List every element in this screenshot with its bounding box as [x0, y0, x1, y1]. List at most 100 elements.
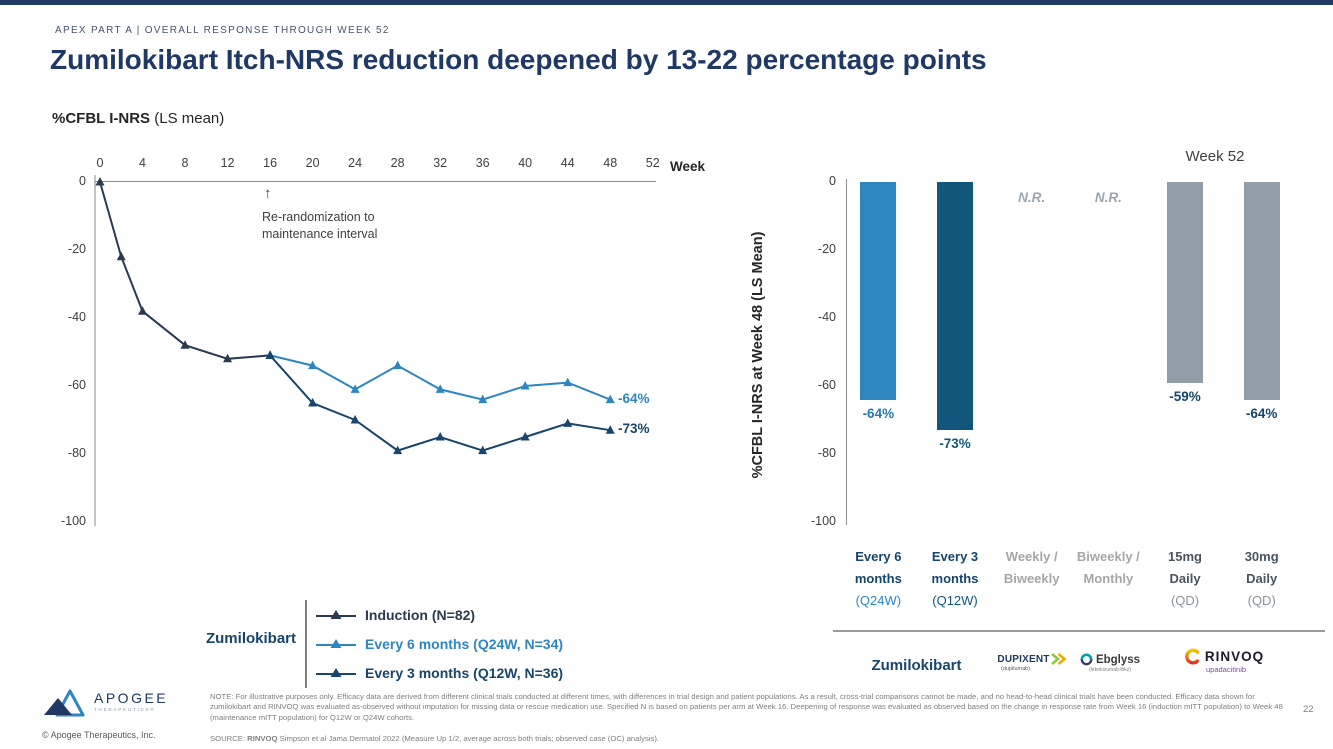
- category-label-line: Every 6: [855, 549, 902, 564]
- legend-marker-icon: [316, 638, 356, 648]
- source-text: SOURCE: RINVOQ Simpson et al Jama Dermat…: [210, 734, 659, 743]
- category-label-line: Biweekly: [1003, 571, 1060, 586]
- bar: [936, 182, 973, 431]
- ebglyss-wordmark: Ebglyss: [1095, 653, 1141, 666]
- line-chart-plot: [94, 175, 656, 526]
- annotation-line-1: Re-randomization to: [262, 210, 375, 224]
- bar-column: -59%: [1147, 182, 1224, 522]
- x-tick-label: 24: [348, 156, 363, 170]
- legend-divider: [305, 600, 307, 688]
- note-text: NOTE: For illustrative purposes only. Ef…: [210, 692, 1283, 722]
- bar-column: N.R.: [993, 182, 1070, 522]
- source-brand: RINVOQ: [247, 734, 278, 743]
- x-tick-label: 4: [139, 156, 146, 170]
- subtitle-qualifier: (LS mean): [150, 110, 225, 127]
- dupixent-generic-name: (dupilumab): [1001, 666, 1031, 672]
- x-tick-label: 0: [96, 156, 104, 170]
- dupixent-chevrons-icon: [1050, 653, 1067, 665]
- x-tick-label: 12: [220, 156, 235, 170]
- category-label-line: 15mg: [1168, 549, 1202, 564]
- page-number: 22: [1303, 704, 1314, 715]
- bar-column: -64%: [840, 182, 917, 522]
- legend-marker-icon: [316, 609, 356, 619]
- ebglyss-ring-icon: [1080, 653, 1093, 666]
- apogee-mountains-icon: [44, 689, 85, 717]
- legend-item-label: Every 3 months (Q12W, N=36): [365, 664, 564, 681]
- slide-kicker: APEX PART A | OVERALL RESPONSE THROUGH W…: [55, 25, 390, 36]
- y-tick-label: -60: [817, 378, 836, 392]
- bar: [860, 182, 897, 400]
- bar-chart-y-axis-title: %CFBL I-NRS at Week 48 (LS Mean): [750, 231, 766, 479]
- legend-item: Induction (N=82): [315, 600, 563, 629]
- bar-value-label: -73%: [939, 436, 971, 452]
- category-regimen-label: (Q12W): [932, 593, 978, 608]
- x-tick-label: 44: [560, 156, 575, 170]
- top-accent-bar: [0, 0, 1333, 5]
- y-tick-label: -60: [67, 378, 86, 392]
- legend-group-label: Zumilokibart: [205, 630, 296, 647]
- subtitle-metric: %CFBL I-NRS: [52, 110, 151, 127]
- brand-ebglyss: Ebglyss (lebrikizumab-lbkz): [1071, 653, 1149, 673]
- source-prefix: SOURCE:: [210, 734, 248, 743]
- category-label: Biweekly / Monthly: [1070, 546, 1147, 612]
- category-label-line: months: [854, 571, 902, 586]
- category-label: 30mg Daily (QD): [1223, 546, 1300, 612]
- x-tick-label: 32: [433, 156, 448, 170]
- legend-item: Every 3 months (Q12W, N=36): [315, 658, 563, 687]
- y-tick-label: 0: [79, 174, 86, 188]
- x-tick-label: 20: [305, 156, 320, 170]
- not-reported-label: N.R.: [1018, 190, 1046, 205]
- bar-column: -73%: [917, 182, 994, 522]
- y-tick-label: -100: [810, 514, 836, 528]
- x-tick-label: 48: [603, 156, 618, 170]
- bar: [1166, 182, 1203, 383]
- chart-subtitle: %CFBL I-NRS (LS mean): [52, 110, 224, 127]
- x-tick-label: 36: [475, 156, 490, 170]
- category-label-line: Monthly: [1083, 571, 1134, 586]
- legend-item-label: Every 6 months (Q24W, N=34): [365, 635, 564, 652]
- ebglyss-generic-name: (lebrikizumab-lbkz): [1089, 667, 1131, 673]
- series-end-value-label: -73%: [618, 421, 650, 437]
- category-label-line: Every 3: [931, 549, 979, 564]
- brand-zumilokibart: Zumilokibart: [871, 657, 962, 674]
- rerandomization-arrow-icon: ↑: [264, 185, 272, 202]
- y-tick-label: -40: [67, 310, 86, 324]
- apogee-logo: APOGEE THERAPEUTICS®: [40, 683, 168, 719]
- bar-value-label: -64%: [1245, 405, 1278, 421]
- y-tick-label: 0: [829, 174, 836, 188]
- rinvoq-generic-name: upadacitinib: [1206, 665, 1247, 674]
- source-citation: Simpson et al Jama Dermatol 2022 (Measur…: [277, 734, 660, 743]
- category-regimen-label: (QD): [1247, 593, 1276, 608]
- y-tick-label: -40: [817, 310, 836, 324]
- bar-value-label: -59%: [1169, 388, 1201, 404]
- bar-value-label: -64%: [862, 405, 895, 421]
- x-axis-title: Week: [670, 159, 706, 174]
- bar-chart-categories: Every 6 months (Q24W) Every 3 months (Q12W) We…: [840, 546, 1300, 612]
- category-label-line: Biweekly /: [1076, 549, 1140, 564]
- category-label: Every 3 months (Q12W): [917, 546, 994, 612]
- bar-column: -64%: [1223, 182, 1300, 522]
- category-regimen-label: (QD): [1170, 593, 1200, 608]
- brand-rinvoq: RINVOQ upadacitinib: [1148, 648, 1300, 674]
- x-tick-label: 52: [645, 156, 660, 170]
- legend-items: Induction (N=82) Every 6 months (Q24W, N=…: [315, 600, 563, 687]
- category-label-line: Daily: [1246, 571, 1278, 586]
- series-end-value-label: -64%: [618, 390, 650, 406]
- category-brand-separator: [833, 630, 1325, 632]
- rinvoq-swoosh-icon: [1185, 648, 1200, 665]
- not-reported-label: N.R.: [1094, 190, 1122, 205]
- rinvoq-wordmark: RINVOQ: [1204, 649, 1265, 664]
- x-tick-label: 16: [263, 156, 278, 170]
- y-tick-label: -20: [817, 242, 836, 256]
- category-label-line: Weekly /: [1005, 549, 1058, 564]
- category-label-line: 30mg: [1244, 549, 1279, 564]
- bar-chart-bars: -64% -73% N.R. N.R. -59% -64%: [840, 182, 1300, 522]
- annotation-line-2: maintenance interval: [262, 226, 378, 241]
- apogee-therapeutics-label: THERAPEUTICS®: [94, 706, 156, 712]
- category-regimen-label: (Q24W): [855, 593, 902, 608]
- week-52-label: Week 52: [1185, 148, 1245, 165]
- brand-dupixent: DUPIXENT (dupilumab): [993, 653, 1071, 672]
- x-tick-label: 8: [181, 156, 189, 170]
- legend-item-label: Induction (N=82): [365, 606, 476, 623]
